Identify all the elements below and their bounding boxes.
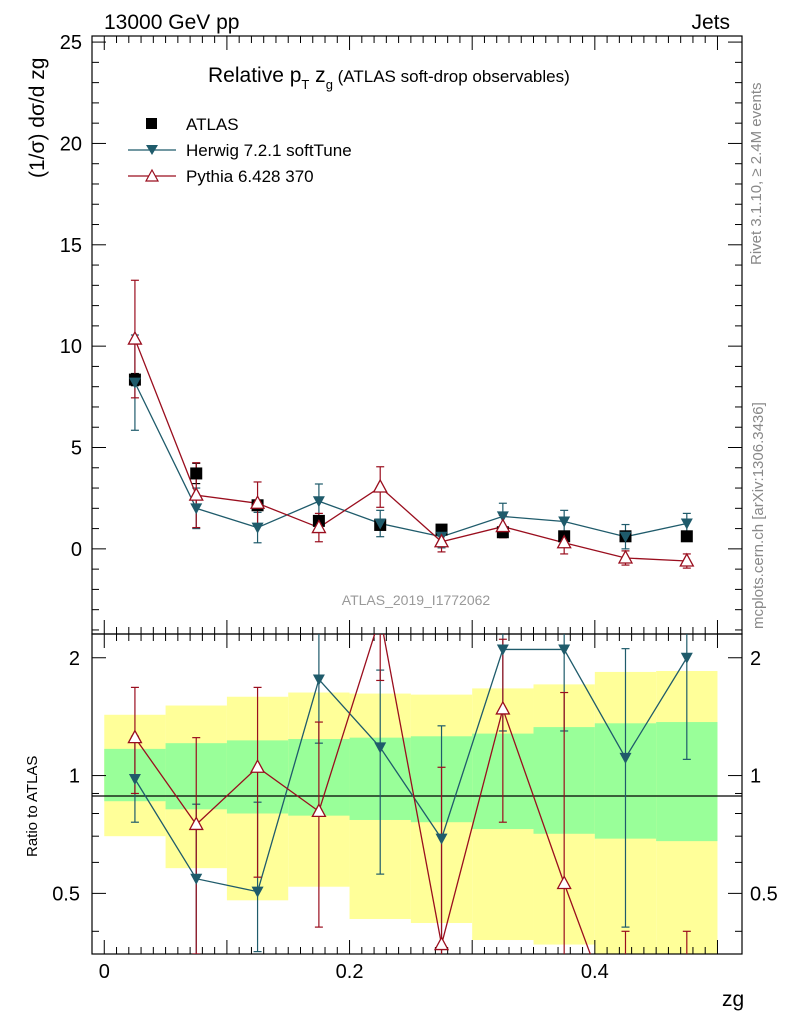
herwig-ratio-point (619, 752, 632, 764)
main-y-axis-title: (1/σ) dσ/d zg (26, 58, 49, 178)
herwig-point (680, 518, 693, 530)
analysis-id-label: ATLAS_2019_I1772062 (342, 592, 491, 608)
pythia-point (556, 534, 572, 549)
pythia-ratio-point (433, 936, 450, 951)
ratio-y-tick-label-right: 2 (750, 648, 761, 670)
main-y-tick-label: 0 (71, 539, 82, 561)
herwig-point (558, 516, 571, 528)
main-series-herwig (130, 334, 691, 550)
pythia-point (433, 533, 450, 548)
x-tick-label: 0 (99, 961, 110, 983)
x-axis: 0 0.2 0.4 (99, 36, 718, 983)
herwig-ratio-point (374, 742, 387, 754)
ratio-y-tick-label-right: 1 (750, 766, 761, 788)
herwig-ratio-point (251, 886, 264, 898)
legend: ATLAS Herwig 7.2.1 softTune Pythia 6.428… (128, 115, 352, 186)
legend-atlas-marker (146, 118, 157, 129)
main-y-tick-label: 15 (60, 235, 82, 257)
header-right: Jets (691, 11, 730, 34)
mcplots-label: mcplots.cern.ch [arXiv:1306.3436] (750, 402, 767, 629)
pythia-ratio-point (311, 803, 327, 818)
pythia-point (188, 486, 204, 501)
pythia-point (311, 519, 327, 534)
herwig-ratio-point (496, 644, 509, 656)
herwig-ratio-point (190, 873, 203, 885)
header-left: 13000 GeV pp (104, 11, 239, 34)
pythia-ratio-point (249, 758, 266, 773)
legend-atlas-label: ATLAS (186, 115, 239, 134)
pythia-ratio-point (127, 729, 143, 744)
atlas-point (680, 530, 693, 543)
herwig-point (251, 522, 264, 534)
ratio-panel-frame (91, 633, 743, 955)
pythia-point (372, 478, 388, 493)
main-y-tick-label: 10 (60, 336, 82, 358)
pythia-line (134, 338, 687, 562)
x-axis-title: zg (722, 988, 744, 1011)
ratio-y-tick-label: 0.5 (52, 883, 80, 905)
ratio-y-axis-title: Ratio to ATLAS (24, 756, 41, 857)
pythia-point (127, 330, 143, 345)
main-y-tick-label: 5 (71, 438, 82, 460)
main-y-axis: 0 5 10 15 20 25 (60, 32, 742, 631)
main-y-tick-label: 20 (60, 133, 82, 155)
pythia-ratio-line (134, 634, 591, 954)
herwig-ratio-point (435, 833, 448, 845)
legend-herwig-label: Herwig 7.2.1 softTune (186, 141, 352, 160)
herwig-ratio-point (128, 773, 141, 785)
legend-pythia-marker (144, 168, 160, 182)
rivet-version-label: Rivet 3.1.10, ≥ 2.4M events (748, 83, 765, 266)
legend-herwig-marker (146, 145, 158, 155)
pythia-point (249, 494, 266, 509)
main-y-tick-label: 25 (60, 32, 82, 54)
herwig-ratio-point (312, 674, 325, 686)
pythia-ratio-point (556, 875, 572, 890)
herwig-point (496, 511, 509, 523)
ratio-series-layer (127, 634, 693, 954)
pythia-point (617, 549, 634, 564)
herwig-ratio-point (558, 644, 571, 656)
herwig-point (312, 496, 325, 508)
herwig-ratio-point (680, 652, 693, 664)
pythia-ratio-point (188, 816, 204, 831)
herwig-point (374, 518, 387, 530)
ratio-series-pythia (130, 634, 691, 954)
herwig-point (128, 377, 141, 389)
pythia-point (495, 518, 511, 533)
atlas-point (190, 467, 203, 480)
herwig-ratio-line (134, 648, 688, 893)
ratio-y-tick-label: 1 (69, 766, 80, 788)
main-series-pythia (130, 279, 691, 569)
main-series-layer (127, 279, 695, 569)
pythia-ratio-point (495, 700, 511, 715)
ratio-y-tick-label-right: 0.5 (750, 883, 778, 905)
herwig-line (134, 382, 687, 538)
main-title: Relative pT zg (ATLAS soft-drop observab… (208, 64, 570, 92)
herwig-point (190, 503, 203, 515)
ratio-y-tick-label: 2 (69, 648, 80, 670)
x-tick-label: 0.2 (336, 961, 364, 983)
ratio-y-axis: 0.5 0.5 1 1 2 2 (52, 648, 778, 932)
x-tick-label: 0.4 (581, 961, 609, 983)
legend-pythia-label: Pythia 6.428 370 (186, 167, 314, 186)
pythia-point (679, 552, 695, 567)
herwig-point (619, 531, 632, 543)
